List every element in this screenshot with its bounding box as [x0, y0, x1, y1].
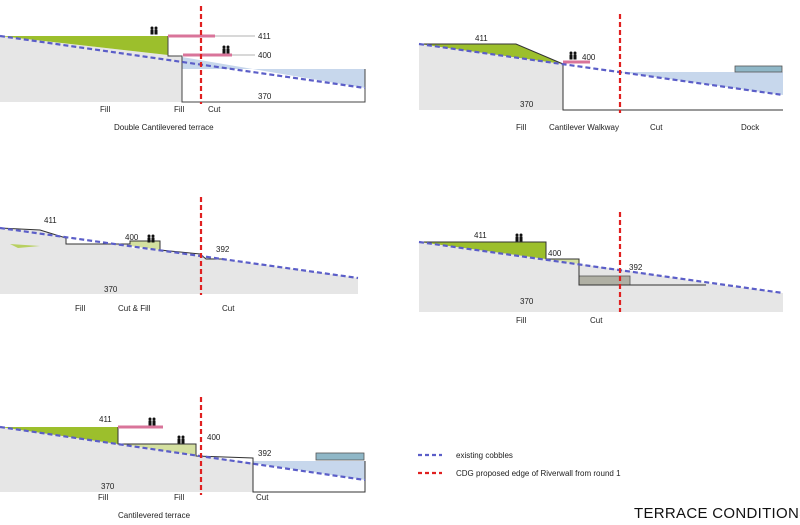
level-label: 411 [99, 415, 112, 424]
dock-structure [734, 65, 783, 73]
ground-mass [0, 36, 182, 102]
diagram-caption: Double Cantilevered terrace [114, 123, 214, 132]
zone-label: Fill [174, 105, 184, 114]
level-label: 370 [520, 297, 534, 306]
level-label: 411 [258, 32, 271, 41]
existing-cobbles-line [0, 425, 366, 482]
zone-label: Fill [516, 316, 526, 325]
existing-cobbles-line [0, 226, 359, 280]
legend-label: existing cobbles [456, 451, 513, 460]
zone-label: Fill [75, 304, 85, 313]
level-label: 392 [629, 263, 643, 272]
zone-label: Fill [516, 123, 526, 132]
level-label: 370 [104, 285, 118, 294]
section-outline [419, 241, 706, 286]
water-area [253, 461, 365, 480]
level-label: 400 [125, 233, 139, 242]
dock-structure [315, 452, 365, 461]
water-area [182, 57, 365, 88]
cut-block [578, 275, 631, 286]
fill-area [0, 36, 168, 55]
page-title: TERRACE CONDITIONS [634, 505, 800, 522]
people-icon [150, 26, 158, 35]
level-label: 400 [207, 433, 221, 442]
legend-label: CDG proposed edge of Riverwall from roun… [456, 469, 621, 478]
level-label: 400 [258, 51, 272, 60]
diagram-cut-and-fill: 411 400 392 370 Fill Cut & Fill Cut [0, 197, 359, 313]
fill-area [130, 241, 160, 250]
existing-cobbles-line [418, 42, 784, 97]
level-label: 400 [582, 53, 596, 62]
section-outline [167, 36, 366, 103]
level-label: 370 [520, 100, 534, 109]
zone-label: Fill [100, 105, 110, 114]
zone-label: Dock [741, 123, 760, 132]
zone-label: Cut [222, 304, 235, 313]
existing-cobbles-line [0, 34, 366, 90]
level-label: 411 [475, 34, 488, 43]
section-outline [117, 427, 366, 493]
diagram-caption: Cantilevered terrace [118, 511, 191, 520]
legend: existing cobbles CDG proposed edge of Ri… [418, 451, 621, 478]
fill-sliver [10, 244, 40, 248]
existing-cobbles-line [418, 240, 784, 295]
ground-mass [0, 427, 253, 492]
level-label: 411 [474, 231, 487, 240]
people-icon [147, 234, 155, 243]
level-label: 370 [258, 92, 272, 101]
people-icon [148, 417, 156, 426]
level-label: 392 [216, 245, 230, 254]
zone-label: Cut [650, 123, 663, 132]
diagram-fill-cut: 411 400 392 370 Fill Cut [418, 212, 784, 325]
level-label: 370 [101, 482, 115, 491]
people-icon [569, 51, 577, 60]
level-label: 392 [258, 449, 272, 458]
people-icon [515, 233, 523, 242]
zone-label: Cantilever Walkway [549, 123, 619, 132]
zone-label: Fill [174, 493, 184, 502]
level-label: 400 [548, 249, 562, 258]
zone-label: Fill [98, 493, 108, 502]
zone-label: Cut & Fill [118, 304, 151, 313]
diagram-cantilever-walkway: 411 400 370 Fill Cantilever Walkway Cut … [418, 14, 784, 132]
diagram-double-cantilevered: 411 400 370 Fill Fill Cut Double Cantile… [0, 6, 366, 132]
zone-label: Cut [256, 493, 269, 502]
zone-label: Cut [590, 316, 603, 325]
level-label: 411 [44, 216, 57, 225]
people-icon [222, 45, 230, 54]
diagram-cantilevered: 411 400 392 370 Fill Fill Cut Cantilever… [0, 397, 366, 520]
zone-label: Cut [208, 105, 221, 114]
ground-mass [419, 44, 563, 110]
people-icon [177, 435, 185, 444]
ground-mass [0, 228, 358, 294]
